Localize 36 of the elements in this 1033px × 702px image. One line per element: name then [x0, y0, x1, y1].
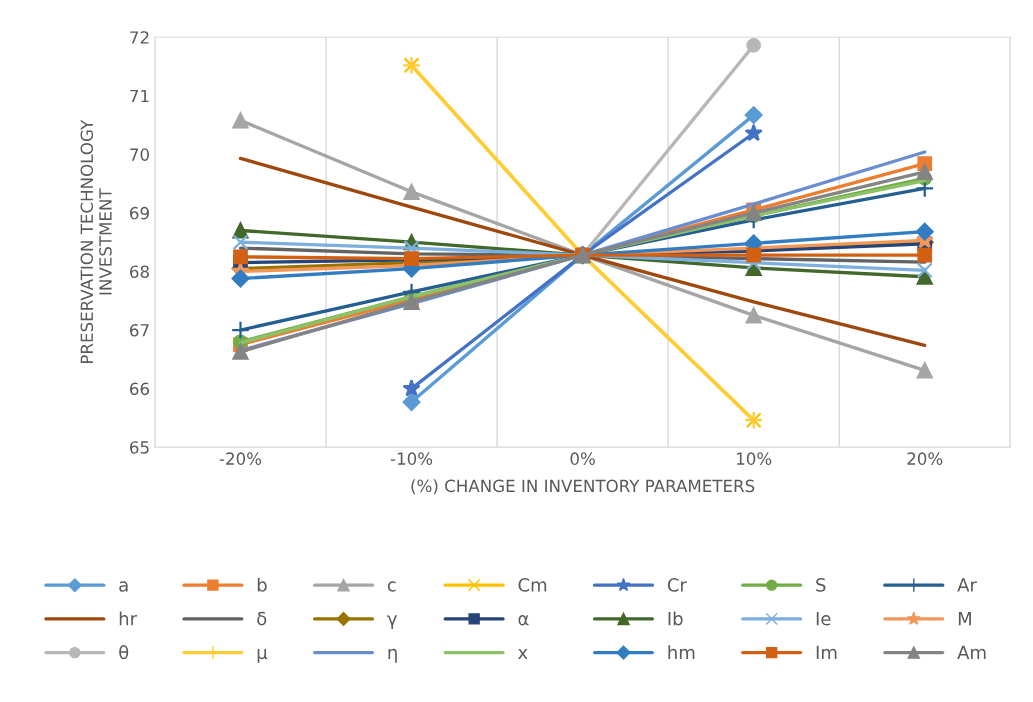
legend-label: μ	[257, 649, 268, 663]
x-tick-label: 20%	[907, 452, 943, 465]
y-tick-label: 69	[130, 206, 149, 220]
legend-label: η	[388, 648, 397, 663]
legend-label: hr	[119, 611, 138, 626]
y-tick-label: 72	[130, 31, 149, 44]
x-tick-label: 10%	[736, 452, 772, 465]
legend-label: x	[517, 649, 528, 659]
x-tick-label: -20%	[219, 452, 262, 465]
y-tick-label: 65	[130, 441, 149, 454]
legend-label: Im	[816, 645, 837, 659]
legend-label: θ	[119, 645, 129, 660]
legend-label: S	[816, 578, 826, 592]
y-tick-label: 66	[130, 382, 150, 396]
legend-label: δ	[257, 611, 267, 626]
legend-label: b	[257, 577, 267, 592]
legend-label: a	[119, 581, 128, 592]
x-tick-label: 0%	[570, 452, 595, 465]
y-tick-label: 70	[130, 148, 149, 161]
legend-label: Ib	[668, 611, 683, 626]
y-tick-label: 68	[130, 265, 149, 279]
y-axis-title: PRESERVATION TECHNOLOGY INVESTMENT	[80, 119, 112, 364]
legend-label: Cr	[667, 578, 687, 592]
legend-label: M	[958, 612, 971, 626]
legend-label: c	[387, 581, 396, 592]
y-tick-label: 71	[130, 89, 149, 103]
legend-label: Ie	[816, 612, 831, 626]
legend-label: Ar	[957, 578, 977, 592]
legend-label: hm	[668, 645, 695, 659]
legend-label: γ	[387, 615, 398, 629]
legend-label: α	[518, 615, 529, 626]
x-tick-label: -10%	[390, 452, 433, 465]
legend-label: Am	[957, 645, 986, 659]
legend-label: Cm	[518, 578, 547, 592]
y-tick-label: 67	[130, 324, 149, 337]
x-axis-title: (%) CHANGE IN INVENTORY PARAMETERS	[411, 479, 755, 495]
